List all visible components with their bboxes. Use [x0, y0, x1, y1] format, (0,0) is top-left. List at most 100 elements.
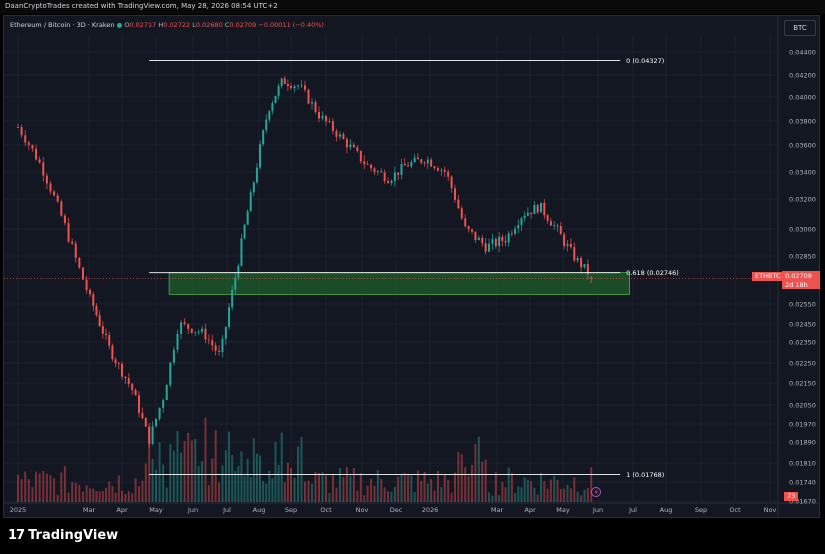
- candle-body: [151, 426, 154, 444]
- candle-body: [98, 315, 101, 327]
- volume-bar: [81, 491, 84, 502]
- candle-body: [590, 277, 593, 279]
- candle-body: [144, 418, 147, 427]
- currency-button[interactable]: BTC: [784, 20, 816, 36]
- symbol-badge: ETHBTC: [752, 272, 784, 281]
- candle-body: [89, 290, 92, 295]
- volume-bar: [569, 488, 572, 502]
- candle-body: [321, 115, 324, 119]
- candle-body: [484, 243, 487, 252]
- candle-body: [533, 205, 536, 215]
- volume-bar: [457, 452, 460, 502]
- candle-body: [74, 243, 77, 258]
- volume-bar: [383, 487, 386, 502]
- volume-bar: [533, 487, 536, 502]
- volume-bar: [510, 473, 513, 502]
- candle-body: [523, 215, 526, 219]
- candle-body: [380, 171, 383, 173]
- volume-bar: [45, 473, 48, 502]
- candle-body: [328, 121, 331, 123]
- volume-bar: [373, 485, 376, 502]
- volume-bar: [67, 492, 70, 502]
- candle-body: [457, 199, 460, 209]
- candle-body: [540, 202, 542, 213]
- candle-body: [214, 345, 217, 351]
- candle-body: [138, 395, 140, 413]
- candle-body: [165, 384, 168, 401]
- volume-bar: [218, 482, 221, 502]
- volume-bar: [331, 474, 334, 502]
- candle-body: [304, 85, 306, 90]
- y-tick-label: 0.03400: [789, 169, 816, 177]
- candle-body: [400, 163, 403, 175]
- candle-body: [563, 234, 566, 246]
- tradingview-logo[interactable]: 17 TradingView: [8, 528, 118, 543]
- candle-body: [249, 192, 252, 212]
- volume-bar: [35, 471, 38, 502]
- candle-body: [283, 78, 286, 85]
- candle-body: [507, 233, 510, 243]
- volume-bar: [144, 463, 147, 502]
- volume-bar: [321, 472, 324, 502]
- candle-body: [286, 84, 289, 87]
- candle-body: [481, 237, 484, 244]
- candle-body: [221, 338, 224, 352]
- volume-bar: [221, 465, 224, 502]
- candle-body: [255, 167, 258, 183]
- volume-bar: [151, 458, 154, 502]
- volume-bar: [117, 475, 120, 502]
- volume-bar: [240, 451, 243, 502]
- candle-body: [277, 85, 280, 96]
- volume-bar: [471, 464, 474, 502]
- volume-bar: [586, 487, 589, 502]
- y-tick-label: 0.02350: [789, 339, 816, 347]
- y-tick-label: 0.01810: [789, 460, 816, 468]
- volume-bar: [176, 430, 179, 502]
- y-tick-label: 0.04000: [789, 94, 816, 102]
- volume-bar: [474, 444, 477, 502]
- volume-bar: [342, 476, 345, 502]
- candle-body: [477, 237, 480, 241]
- volume-bar: [376, 470, 379, 502]
- candle-body: [410, 162, 413, 167]
- volume-bar: [356, 490, 359, 502]
- candle-body: [345, 139, 348, 148]
- volume-bar: [526, 479, 529, 502]
- volume-bar: [53, 478, 56, 502]
- volume-bar: [501, 481, 504, 502]
- x-tick-label: Jun: [592, 506, 603, 514]
- price-badge-value: 0.02709: [785, 272, 812, 280]
- volume-bar: [42, 470, 45, 502]
- candle-body: [183, 322, 186, 325]
- candle-body: [520, 218, 523, 226]
- chart-frame[interactable]: [3, 15, 820, 518]
- x-tick-label: Sep: [695, 506, 707, 514]
- volume-bar: [246, 458, 249, 502]
- candle-body: [559, 226, 562, 235]
- volume-bar: [293, 477, 296, 502]
- candle-body: [440, 169, 443, 171]
- volume-bar: [27, 479, 30, 502]
- x-tick-label: Dec: [390, 506, 403, 514]
- candle-body: [169, 362, 172, 385]
- candle-body: [546, 215, 549, 221]
- legend-open: 0.02717: [129, 21, 157, 29]
- legend-symbol: Ethereum / Bitcoin · 3D · Kraken: [10, 21, 115, 29]
- candle-body: [569, 244, 572, 248]
- volume-bar: [111, 485, 114, 502]
- candle-body: [403, 163, 406, 166]
- volume-bar: [481, 461, 484, 502]
- candle-body: [498, 236, 501, 247]
- volume-bar: [165, 487, 168, 502]
- volume-bar: [92, 488, 95, 502]
- candle-body: [108, 335, 111, 346]
- volume-bar: [563, 488, 566, 502]
- candle-body: [504, 240, 507, 243]
- lightning-bolt-icon: [594, 489, 598, 496]
- candle-body: [134, 389, 137, 396]
- volume-bar: [520, 487, 523, 502]
- candle-body: [81, 267, 84, 280]
- price-badge: 0.02709 2d 18h: [782, 271, 820, 289]
- y-tick-label: 0.01740: [789, 479, 816, 487]
